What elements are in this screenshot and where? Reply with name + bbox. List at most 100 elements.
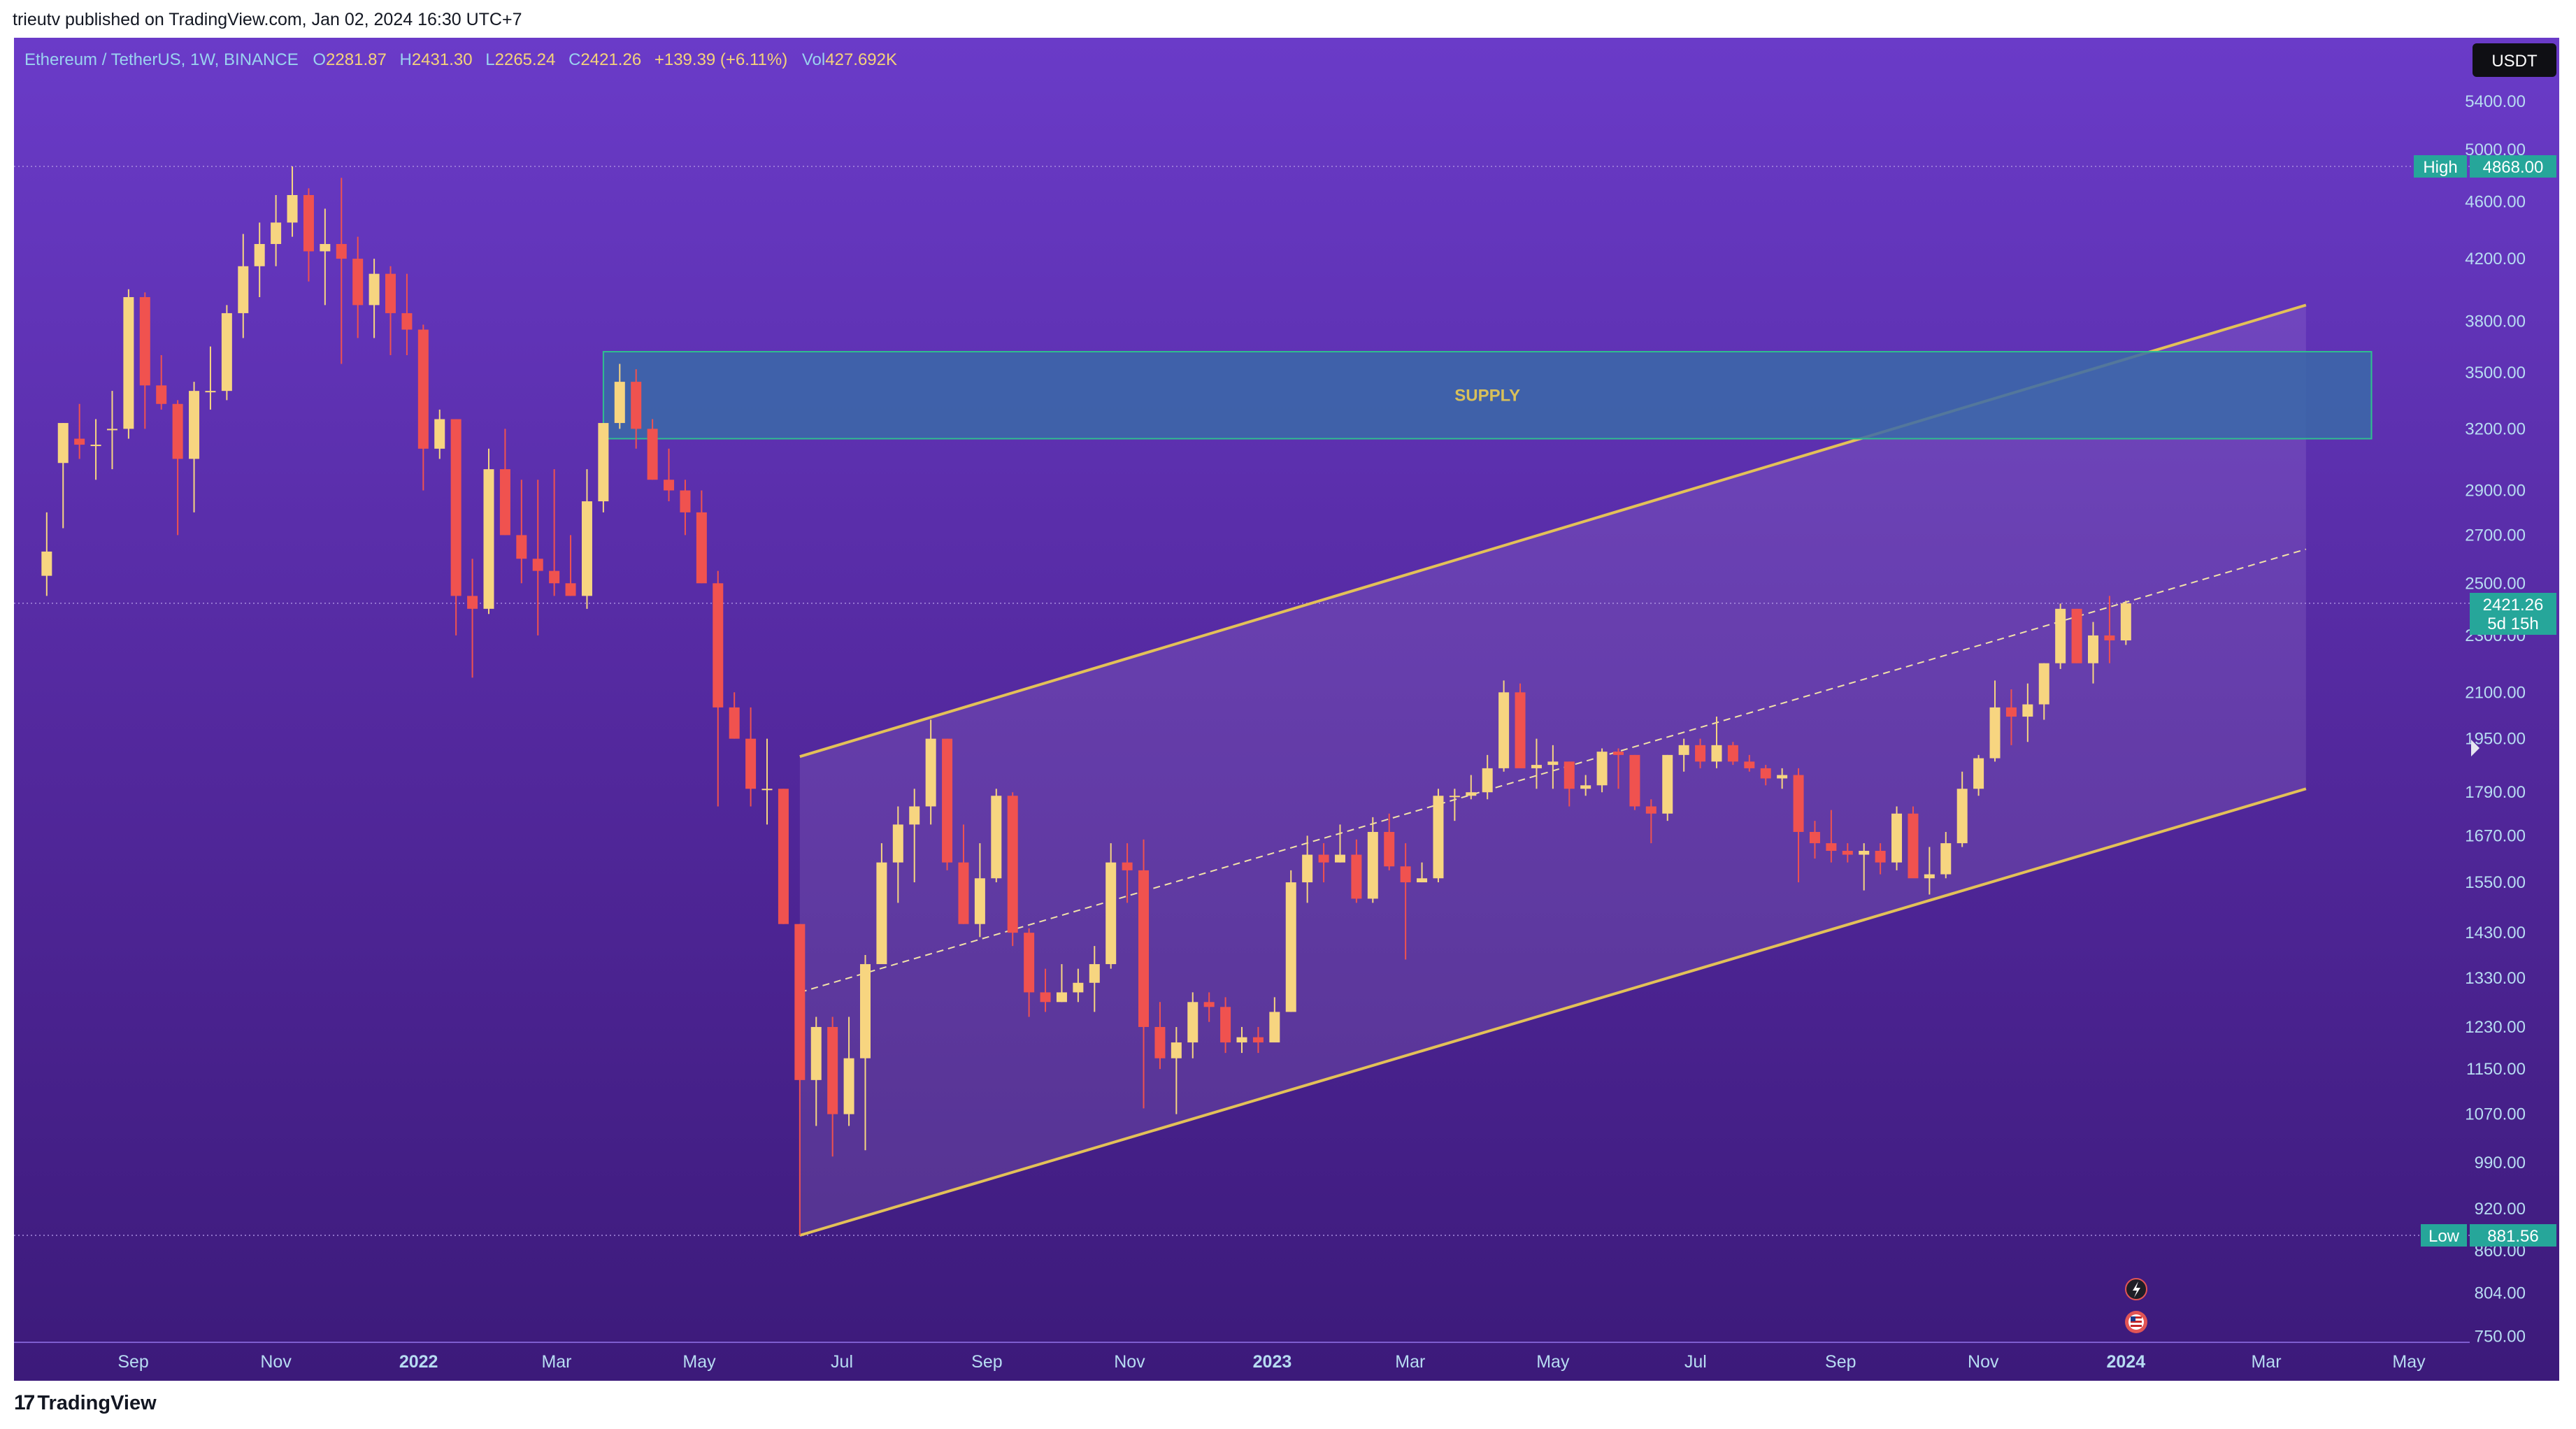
candle-body	[139, 296, 150, 386]
candle	[74, 403, 85, 459]
candle-body	[1727, 745, 1738, 762]
candle	[1482, 754, 1493, 800]
candle	[1695, 738, 1706, 768]
candle-body	[1466, 792, 1477, 796]
time-tick-label: Nov	[260, 1352, 292, 1372]
price-tick-label: 1330.00	[2465, 969, 2526, 988]
candle	[974, 843, 985, 938]
candle-body	[1073, 982, 1084, 993]
candle	[843, 1017, 854, 1126]
supply-zone[interactable]: SUPPLY	[602, 351, 2373, 440]
candle-body	[106, 429, 117, 431]
candle	[1711, 717, 1722, 768]
arrow-right-icon[interactable]	[2471, 740, 2480, 756]
candle	[1007, 792, 1018, 947]
candle	[1351, 839, 1362, 903]
candle-body	[614, 382, 625, 424]
candle-body	[1859, 851, 1870, 855]
candle	[1285, 870, 1296, 1012]
candle	[1089, 946, 1100, 1012]
candle-body	[1989, 707, 2001, 759]
legend-close-key: C	[568, 50, 580, 69]
time-tick-label: May	[1536, 1352, 1570, 1372]
price-tick-label: 920.00	[2475, 1200, 2526, 1219]
us-flag-icon[interactable]	[2125, 1311, 2147, 1333]
candle	[172, 400, 183, 536]
candle	[909, 789, 920, 883]
candle-body	[1924, 874, 1935, 879]
candle-body	[1662, 754, 1673, 814]
high-marker-label: High	[2423, 158, 2457, 177]
candle-body	[1007, 796, 1018, 933]
candle	[1466, 775, 1477, 800]
candle-body	[1351, 854, 1362, 899]
candle	[2038, 663, 2049, 720]
candle	[238, 234, 249, 338]
candle-body	[1777, 775, 1788, 779]
candle-body	[1695, 745, 1706, 762]
candle	[1154, 1002, 1166, 1070]
candle-body	[401, 313, 413, 330]
candle	[1024, 928, 1035, 1017]
candle	[1891, 806, 1903, 870]
candle	[696, 490, 707, 584]
candle-body	[1678, 745, 1689, 755]
time-tick-label: Jul	[831, 1352, 853, 1372]
candle	[1171, 1026, 1182, 1114]
time-tick-label: Mar	[1395, 1352, 1425, 1372]
candle	[1596, 748, 1608, 793]
currency-button[interactable]: USDT	[2473, 43, 2556, 77]
candle-body	[1187, 1002, 1198, 1043]
candle	[942, 738, 953, 870]
candle	[1073, 968, 1084, 1003]
candle-body	[1269, 1012, 1280, 1043]
candle-body	[1515, 692, 1526, 768]
candle-body	[1334, 854, 1345, 863]
candle-body	[794, 924, 806, 1080]
candle-body	[2071, 608, 2082, 663]
lightning-icon[interactable]	[2125, 1278, 2147, 1300]
candle-body	[1089, 964, 1100, 983]
candle	[1662, 754, 1673, 821]
candle	[1220, 997, 1231, 1054]
candle-body	[1252, 1037, 1264, 1043]
chart-background	[14, 38, 2559, 1381]
candle-body	[892, 824, 903, 863]
candle-body	[1433, 796, 1444, 879]
candle-body	[1417, 878, 1428, 883]
candle	[1842, 843, 1853, 863]
time-axis[interactable]: Sep Nov 2022 Mar May Jul Sep Nov 2023 Mar May Jul Se…	[117, 1352, 2426, 1372]
candle	[2120, 601, 2131, 645]
candle	[1793, 768, 1804, 883]
candle-body	[1498, 692, 1510, 768]
candle-body	[1105, 862, 1117, 965]
candle-body	[581, 501, 592, 596]
candle	[450, 419, 461, 635]
candle-body	[598, 423, 609, 502]
candle-body	[1203, 1002, 1215, 1007]
candle	[2022, 683, 2033, 742]
currency-button-label: USDT	[2491, 52, 2538, 71]
candle	[352, 236, 364, 338]
tradingview-footer-logo[interactable]: 17 TradingView	[14, 1391, 157, 1415]
candle-body	[1908, 813, 1919, 879]
candle-body	[483, 469, 494, 609]
last-price-countdown: 5d 15h	[2487, 615, 2538, 633]
candle	[1269, 997, 1280, 1043]
candle	[1678, 738, 1689, 772]
candle-body	[1875, 851, 1886, 863]
candle-body	[1138, 870, 1150, 1027]
time-tick-label: Sep	[971, 1352, 1002, 1372]
price-tick-label: 1070.00	[2465, 1105, 2526, 1124]
candle-body	[876, 862, 887, 965]
supply-zone-box[interactable]	[602, 351, 2373, 440]
candle-body	[303, 194, 314, 252]
last-price-marker: 2421.26 5d 15h	[2470, 593, 2556, 635]
candle	[303, 188, 314, 282]
candle	[810, 1017, 822, 1126]
price-tick-label: 3200.00	[2465, 419, 2526, 438]
price-tick-label: 4200.00	[2465, 250, 2526, 268]
candle	[958, 824, 969, 924]
channel-lower-line[interactable]	[799, 787, 2307, 1237]
